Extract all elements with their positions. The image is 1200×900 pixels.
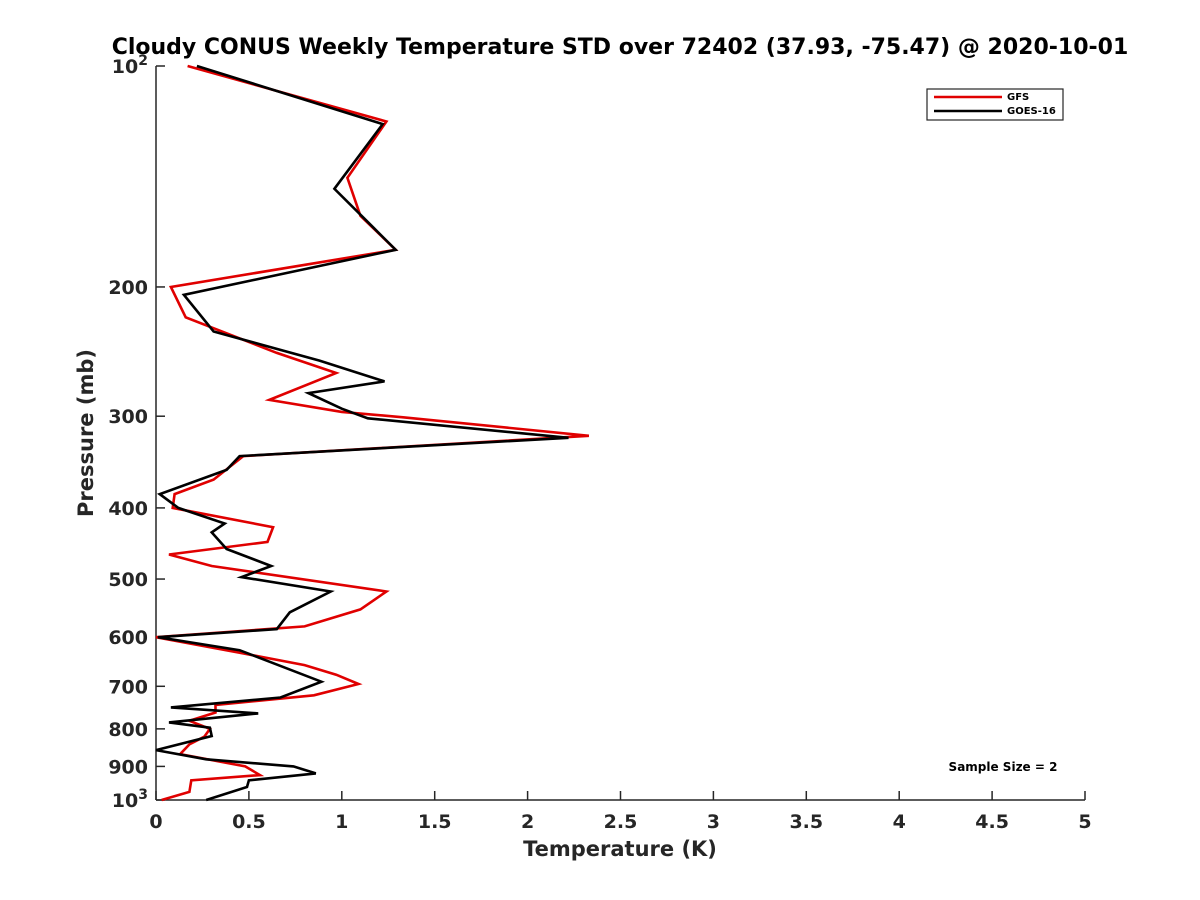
y-tick-label: 300 [108,406,148,428]
legend-box [926,88,1064,121]
series-line-goes16 [155,64,569,802]
y-tick-label: 800 [108,719,148,741]
x-tick-label: 1 [335,811,348,833]
x-tick-label: 5 [1078,811,1091,833]
legend: GFS GOES-16 [926,88,1064,121]
y-tick-label: 700 [108,676,148,698]
plot-area [155,66,1085,801]
x-tick-label: 1.5 [418,811,452,833]
sample-size-annotation: Sample Size = 2 [949,760,1058,774]
y-tick-label: 400 [108,498,148,520]
x-tick-label: 0.5 [232,811,266,833]
y-tick-label: 103 [112,787,148,812]
x-axis-label: Temperature (K) [523,837,717,861]
x-tick-label: 2 [521,811,534,833]
legend-label-goes16: GOES-16 [1007,106,1056,117]
legend-label-gfs: GFS [1007,92,1029,103]
chart-title: Cloudy CONUS Weekly Temperature STD over… [112,35,1129,60]
x-tick-label: 4.5 [975,811,1009,833]
x-tick-label: 4 [893,811,906,833]
x-axis-ticks: 0 0.5 1 1.5 2 2.5 3 3.5 4 4.5 5 [149,791,1092,833]
y-axis-label: Pressure (mb) [74,349,98,517]
x-tick-label: 0 [149,811,162,833]
y-tick-label: 500 [108,569,148,591]
x-tick-label: 3 [707,811,720,833]
x-tick-label: 2.5 [604,811,638,833]
y-tick-label: 200 [108,277,148,299]
y-tick-label: 600 [108,627,148,649]
y-tick-label: 900 [108,756,148,778]
series-lines [155,64,590,802]
y-axis-ticks: 102 200 300 400 500 600 700 800 900 103 [108,53,165,812]
x-tick-label: 3.5 [789,811,823,833]
y-tick-label: 102 [112,53,148,78]
